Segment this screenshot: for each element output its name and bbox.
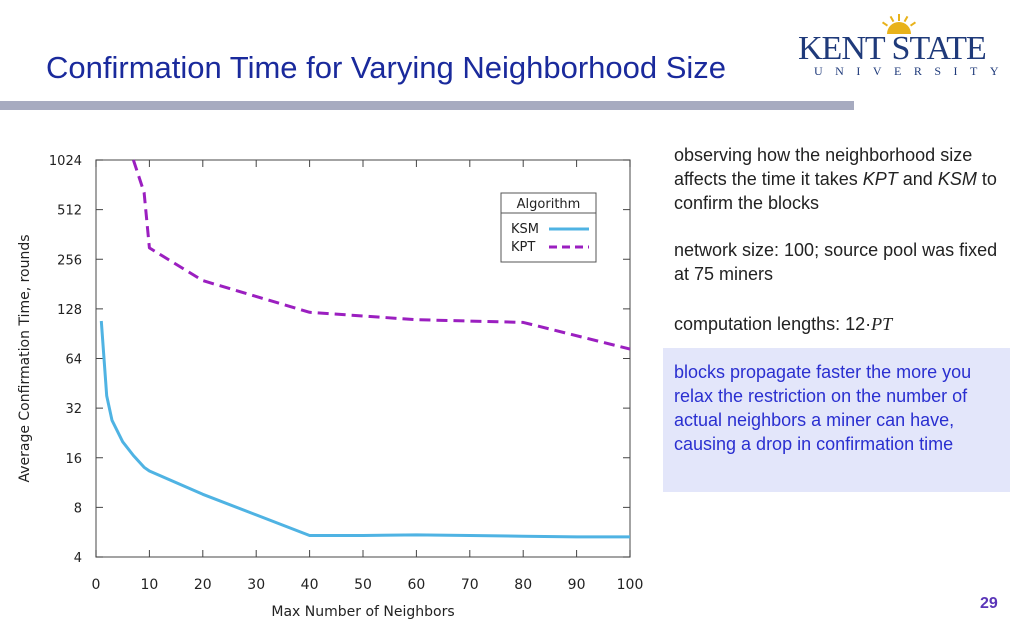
y-tick-label: 256 xyxy=(57,253,82,268)
chart-container: 0 10 20 30 40 50 60 70 80 90 100 4 8 16 32 64 128 256 512 1… xyxy=(10,140,650,628)
legend-title: Algorithm xyxy=(517,197,581,212)
legend-label-ksm: KSM xyxy=(511,222,539,237)
x-tick-label: 90 xyxy=(568,577,586,593)
note-ksm: KSM xyxy=(937,169,977,189)
note-kpt: KPT xyxy=(862,169,898,189)
highlight-note: blocks propagate faster the more you rel… xyxy=(674,362,972,454)
y-tick-label: 32 xyxy=(65,402,82,417)
logo-subtitle: UNIVERSITY xyxy=(814,64,1011,78)
line-chart: 0 10 20 30 40 50 60 70 80 90 100 4 8 16 32 64 128 256 512 1… xyxy=(17,154,644,620)
y-axis-label: Average Confirmation Time, rounds xyxy=(17,234,33,482)
x-tick-label: 70 xyxy=(461,577,479,593)
sun-icon xyxy=(881,14,917,34)
series-line-kpt xyxy=(131,159,631,351)
note-network-size: network size: 100; source pool was fixed… xyxy=(674,240,998,284)
x-tick-label: 100 xyxy=(617,577,644,593)
y-tick-label: 8 xyxy=(74,501,82,516)
logo-wordmark: KENT STATE xyxy=(798,30,987,67)
x-tick-label: 80 xyxy=(514,577,532,593)
x-tick-label: 50 xyxy=(354,577,372,593)
y-tick-label: 64 xyxy=(65,353,82,368)
y-tick-label: 4 xyxy=(74,551,82,566)
x-tick-label: 40 xyxy=(301,577,319,593)
legend-label-kpt: KPT xyxy=(511,240,535,255)
highlight-box xyxy=(663,348,1010,492)
y-tick-label: 512 xyxy=(57,204,82,219)
x-tick-label: 60 xyxy=(407,577,425,593)
y-tick-label: 1024 xyxy=(49,154,82,169)
note-text: and xyxy=(897,169,938,189)
note-text: computation lengths: 12· xyxy=(674,314,872,334)
y-tick-label: 16 xyxy=(65,452,82,467)
x-tick-label: 30 xyxy=(247,577,265,593)
y-tick-label: 128 xyxy=(57,303,82,318)
note-pt: PT xyxy=(871,314,893,334)
slide-title: Confirmation Time for Varying Neighborho… xyxy=(46,50,727,85)
note-computation-lengths: computation lengths: 12·PT xyxy=(674,312,1004,336)
note-observation: observing how the neighborhood size affe… xyxy=(674,143,1004,215)
series-line-ksm xyxy=(99,320,630,539)
page-number: 29 xyxy=(980,595,998,612)
x-tick-label: 0 xyxy=(92,577,101,593)
x-tick-label: 10 xyxy=(140,577,158,593)
title-underline xyxy=(0,101,854,110)
kent-state-logo: KENT STATE UNIVERSITY xyxy=(792,10,1004,80)
note-text: to confirm the blocks xyxy=(674,169,997,213)
x-tick-label: 20 xyxy=(194,577,212,593)
note-text: observing how the neighborhood size affe… xyxy=(674,145,973,189)
x-axis-label: Max Number of Neighbors xyxy=(271,604,454,620)
